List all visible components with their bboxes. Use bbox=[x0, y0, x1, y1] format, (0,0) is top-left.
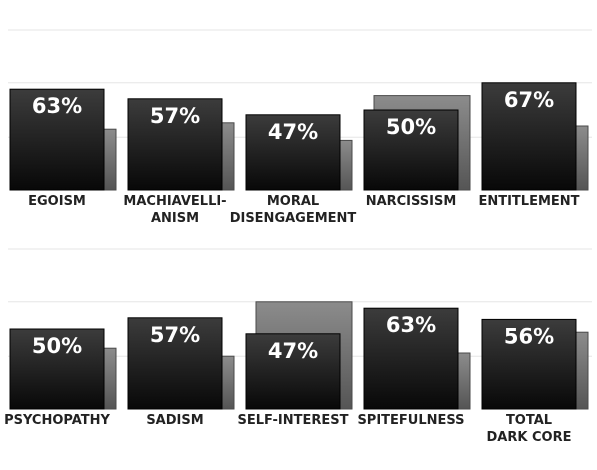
category-label: DISENGAGEMENT bbox=[230, 211, 357, 226]
bar-front-2-5 bbox=[481, 318, 577, 410]
category-label: TOTAL bbox=[506, 413, 552, 428]
bar-front-2-2 bbox=[127, 317, 223, 410]
chart-panel-2: 50% PSYCHOPATHY 57% SADISM 47% SELF-INTEREST 6… bbox=[4, 248, 592, 445]
data-label: 47% bbox=[268, 339, 318, 363]
bar-front-2-3 bbox=[245, 333, 341, 410]
bar-front-1-4 bbox=[363, 109, 459, 191]
chart-panel-1: 63% EGOISM 57% MACHIAVELLI- ANISM 47% MORAL DIS… bbox=[8, 29, 592, 226]
data-label: 47% bbox=[268, 120, 318, 144]
bar-front-1-2 bbox=[127, 98, 223, 191]
data-label: 63% bbox=[386, 313, 436, 337]
category-label: EGOISM bbox=[28, 194, 86, 209]
bar-front-2-4 bbox=[363, 307, 459, 410]
bar-front-1-5 bbox=[481, 82, 577, 191]
category-label: ENTITLEMENT bbox=[478, 194, 579, 209]
data-label: 57% bbox=[150, 323, 200, 347]
category-label: ANISM bbox=[151, 211, 199, 226]
data-label: 50% bbox=[32, 334, 82, 358]
category-label: DARK CORE bbox=[487, 430, 572, 445]
data-label: 56% bbox=[504, 324, 554, 348]
data-label: 57% bbox=[150, 104, 200, 128]
category-label: SELF-INTEREST bbox=[238, 413, 349, 428]
category-label: NARCISSISM bbox=[366, 194, 457, 209]
category-label: PSYCHOPATHY bbox=[4, 413, 110, 428]
bar-front-2-1 bbox=[9, 328, 105, 410]
category-label: SPITEFULNESS bbox=[357, 413, 464, 428]
bar-front-1-1 bbox=[9, 88, 105, 191]
category-label: SADISM bbox=[146, 413, 203, 428]
bar-front-1-3 bbox=[245, 114, 341, 191]
category-label: MORAL bbox=[267, 194, 319, 209]
data-label: 50% bbox=[386, 115, 436, 139]
category-label: MACHIAVELLI- bbox=[123, 194, 226, 209]
data-label: 63% bbox=[32, 94, 82, 118]
data-label: 67% bbox=[504, 88, 554, 112]
